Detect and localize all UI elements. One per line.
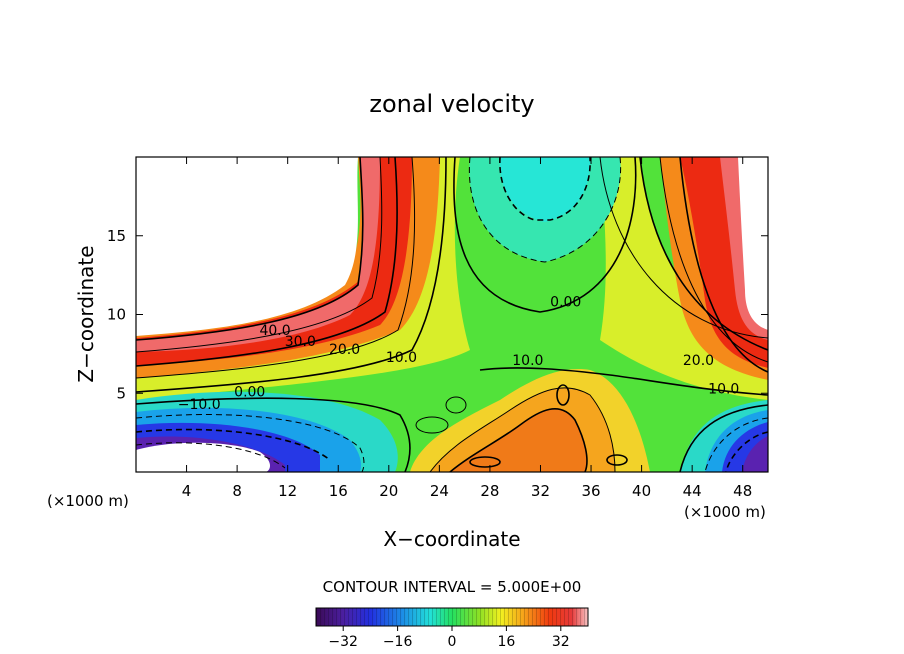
contour-lines xyxy=(136,157,768,472)
x-tick-label: 36 xyxy=(581,482,600,500)
contour-label: 10.0 xyxy=(708,381,739,397)
y-axis-label: Z−coordinate xyxy=(74,245,98,382)
colorbar-tick-label: −16 xyxy=(383,634,413,650)
contour-labels: 40.030.0 20.0 10.0 0.00 −10.0 0.00 10.0 20.0 10.… xyxy=(178,295,740,413)
x-unit-left: (×1000 m) xyxy=(47,492,129,510)
contour-label: 20.0 xyxy=(683,353,714,369)
x-axis-label: X−coordinate xyxy=(383,527,520,551)
x-tick-label: 44 xyxy=(683,482,702,500)
contour-label: −10.0 xyxy=(178,397,221,413)
x-tick-label: 24 xyxy=(430,482,449,500)
x-tick-label: 12 xyxy=(278,482,297,500)
colorbar-tick-label: 0 xyxy=(448,634,457,650)
x-tick-label: 8 xyxy=(232,482,242,500)
y-tick-label: 10 xyxy=(107,306,126,324)
x-tick-label: 48 xyxy=(733,482,752,500)
colorbar-ticks: −32 −16 0 16 32 xyxy=(328,626,570,650)
x-tick-label: 40 xyxy=(632,482,651,500)
plot-field xyxy=(136,157,768,472)
y-tick-label: 15 xyxy=(107,227,126,245)
contour-label: 20.0 xyxy=(329,342,360,358)
contour-interval-text: CONTOUR INTERVAL = 5.000E+00 xyxy=(323,578,582,596)
colorbar-tick-label: −32 xyxy=(328,634,358,650)
chart-title: zonal velocity xyxy=(369,90,534,118)
contour-label: 0.00 xyxy=(234,384,265,400)
y-axis-ticks: 5 10 15 xyxy=(107,227,768,402)
x-axis-ticks: 4 8 12 16 20 24 28 32 36 40 44 48 xyxy=(182,157,752,500)
x-tick-label: 20 xyxy=(379,482,398,500)
x-tick-label: 28 xyxy=(480,482,499,500)
colorbar-tick-label: 16 xyxy=(497,634,515,650)
y-tick-label: 5 xyxy=(116,384,126,402)
contour-label: 30.0 xyxy=(285,334,316,350)
colorbar-tick-label: 32 xyxy=(552,634,570,650)
x-tick-label: 32 xyxy=(531,482,550,500)
contour-label: 40.0 xyxy=(259,323,290,339)
x-tick-label: 16 xyxy=(329,482,348,500)
contour-label: 10.0 xyxy=(386,350,417,366)
x-unit-right: (×1000 m) xyxy=(684,503,766,521)
x-tick-label: 4 xyxy=(182,482,192,500)
contour-label: 10.0 xyxy=(512,353,543,369)
contour-label: 0.00 xyxy=(550,295,581,311)
colorbar: −32 −16 0 16 32 xyxy=(315,607,589,650)
